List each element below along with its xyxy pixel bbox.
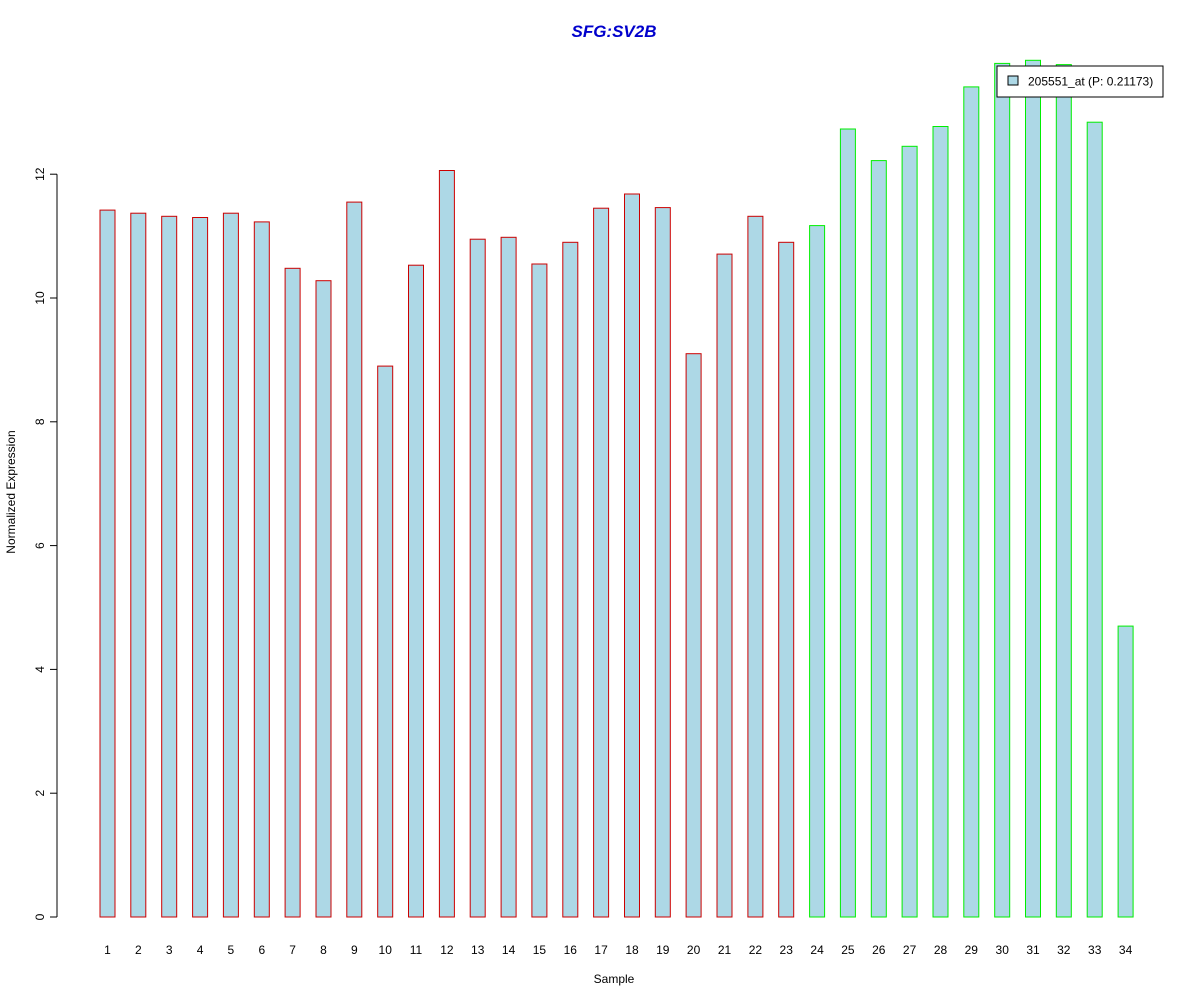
bar-sample-32 [1055,64,1072,918]
bar-sample-20 [685,353,702,918]
y-tick-label: 2 [33,790,47,797]
bar-sample-31 [1025,59,1041,918]
bar-sample-11 [408,264,424,918]
x-tick-label: 12 [440,943,454,957]
bar-sample-14 [500,236,517,918]
bar-sample-27 [901,145,918,918]
x-tick-label: 29 [965,943,979,957]
x-tick-label: 9 [351,943,358,957]
x-tick-label: 8 [320,943,327,957]
x-axis-label: Sample [594,972,635,986]
y-tick-label: 8 [33,418,47,425]
bar-sample-34 [1117,625,1134,918]
legend-label: 205551_at (P: 0.21173) [1028,75,1153,89]
x-tick-label: 27 [903,943,917,957]
x-tick-label: 25 [841,943,855,957]
bar-sample-30 [994,62,1011,918]
bar-sample-2 [130,212,147,918]
x-tick-label: 10 [379,943,393,957]
x-tick-label: 19 [656,943,670,957]
bar-sample-7 [284,267,301,918]
chart-title: SFG:SV2B [571,22,656,41]
x-tick-label: 2 [135,943,142,957]
bar-sample-22 [747,215,764,918]
bar-sample-18 [624,193,640,918]
bar-sample-15 [531,263,548,918]
y-tick-label: 12 [33,167,47,181]
x-tick-label: 13 [471,943,485,957]
x-tick-label: 21 [718,943,732,957]
x-tick-label: 17 [594,943,608,957]
x-tick-label: 11 [410,943,423,957]
bars [99,59,1134,918]
bar-sample-24 [809,225,826,918]
x-tick-label: 3 [166,943,173,957]
x-tick-label: 16 [564,943,578,957]
bar-sample-10 [377,365,394,918]
bar-sample-16 [562,241,579,918]
bar-sample-33 [1086,121,1103,918]
y-tick-label: 6 [33,542,47,549]
legend-box [996,65,1164,98]
bar-sample-1 [99,209,116,918]
x-tick-label: 24 [810,943,824,957]
bar-sample-17 [593,207,610,918]
legend-swatch [1007,75,1019,86]
y-axis-label: Normalized Expression [4,430,18,553]
x-tick-label: 22 [749,943,763,957]
legend: 205551_at (P: 0.21173) [996,65,1164,98]
x-tick-label: 15 [533,943,547,957]
bar-sample-25 [839,128,856,918]
y-tick-label: 10 [33,291,47,305]
y-tick-label: 4 [33,666,47,673]
x-tick-labels: 1 2 3 4 5 6 7 8 9 10 11 12 13 14 15 16 17 18 19 20 21 22 23 24 2… [104,943,1132,957]
bar-sample-3 [161,215,178,918]
x-tick-label: 5 [228,943,235,957]
bar-sample-29 [963,86,980,918]
bar-sample-23 [778,241,795,918]
bar-sample-8 [315,280,332,918]
bar-sample-6 [253,221,270,918]
x-tick-label: 23 [780,943,794,957]
x-tick-label: 18 [625,943,639,957]
bar-sample-12 [438,170,455,918]
x-tick-label: 6 [258,943,265,957]
y-axis: 0 2 4 6 8 10 12 [33,167,58,920]
x-tick-label: 34 [1119,943,1133,957]
x-tick-label: 26 [872,943,886,957]
y-tick-label: 0 [33,913,47,920]
x-tick-label: 1 [104,943,111,957]
x-tick-label: 14 [502,943,516,957]
x-tick-label: 7 [289,943,296,957]
bar-sample-26 [870,160,887,918]
x-tick-label: 4 [197,943,204,957]
x-tick-label: 28 [934,943,948,957]
x-tick-label: 20 [687,943,701,957]
x-tick-label: 30 [996,943,1010,957]
bar-sample-9 [346,201,363,918]
bar-sample-19 [654,207,671,918]
bar-sample-28 [932,126,949,918]
bar-sample-4 [192,217,209,918]
bar-sample-21 [716,253,733,918]
bar-sample-5 [222,212,239,918]
x-tick-label: 31 [1026,943,1040,957]
x-tick-label: 33 [1088,943,1102,957]
bar-sample-13 [469,238,486,918]
x-tick-label: 32 [1057,943,1071,957]
